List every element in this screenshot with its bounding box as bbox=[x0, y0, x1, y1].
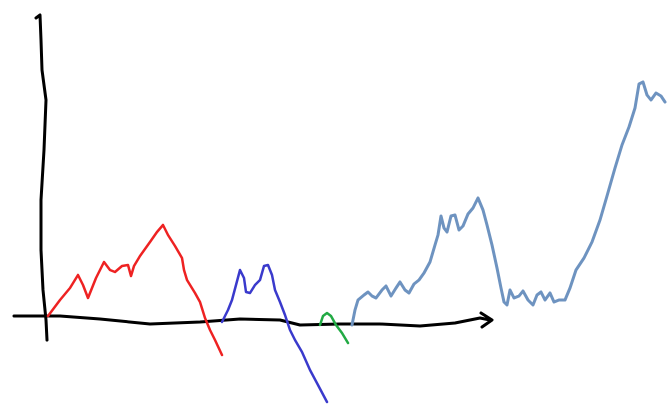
blue-curve bbox=[220, 263, 329, 404]
x-axis-arrowhead bbox=[479, 311, 494, 329]
y-axis bbox=[34, 13, 49, 342]
steel-blue-curve bbox=[350, 80, 667, 327]
green-curve bbox=[318, 311, 350, 345]
x-axis bbox=[12, 314, 492, 328]
red-curve bbox=[46, 223, 224, 357]
